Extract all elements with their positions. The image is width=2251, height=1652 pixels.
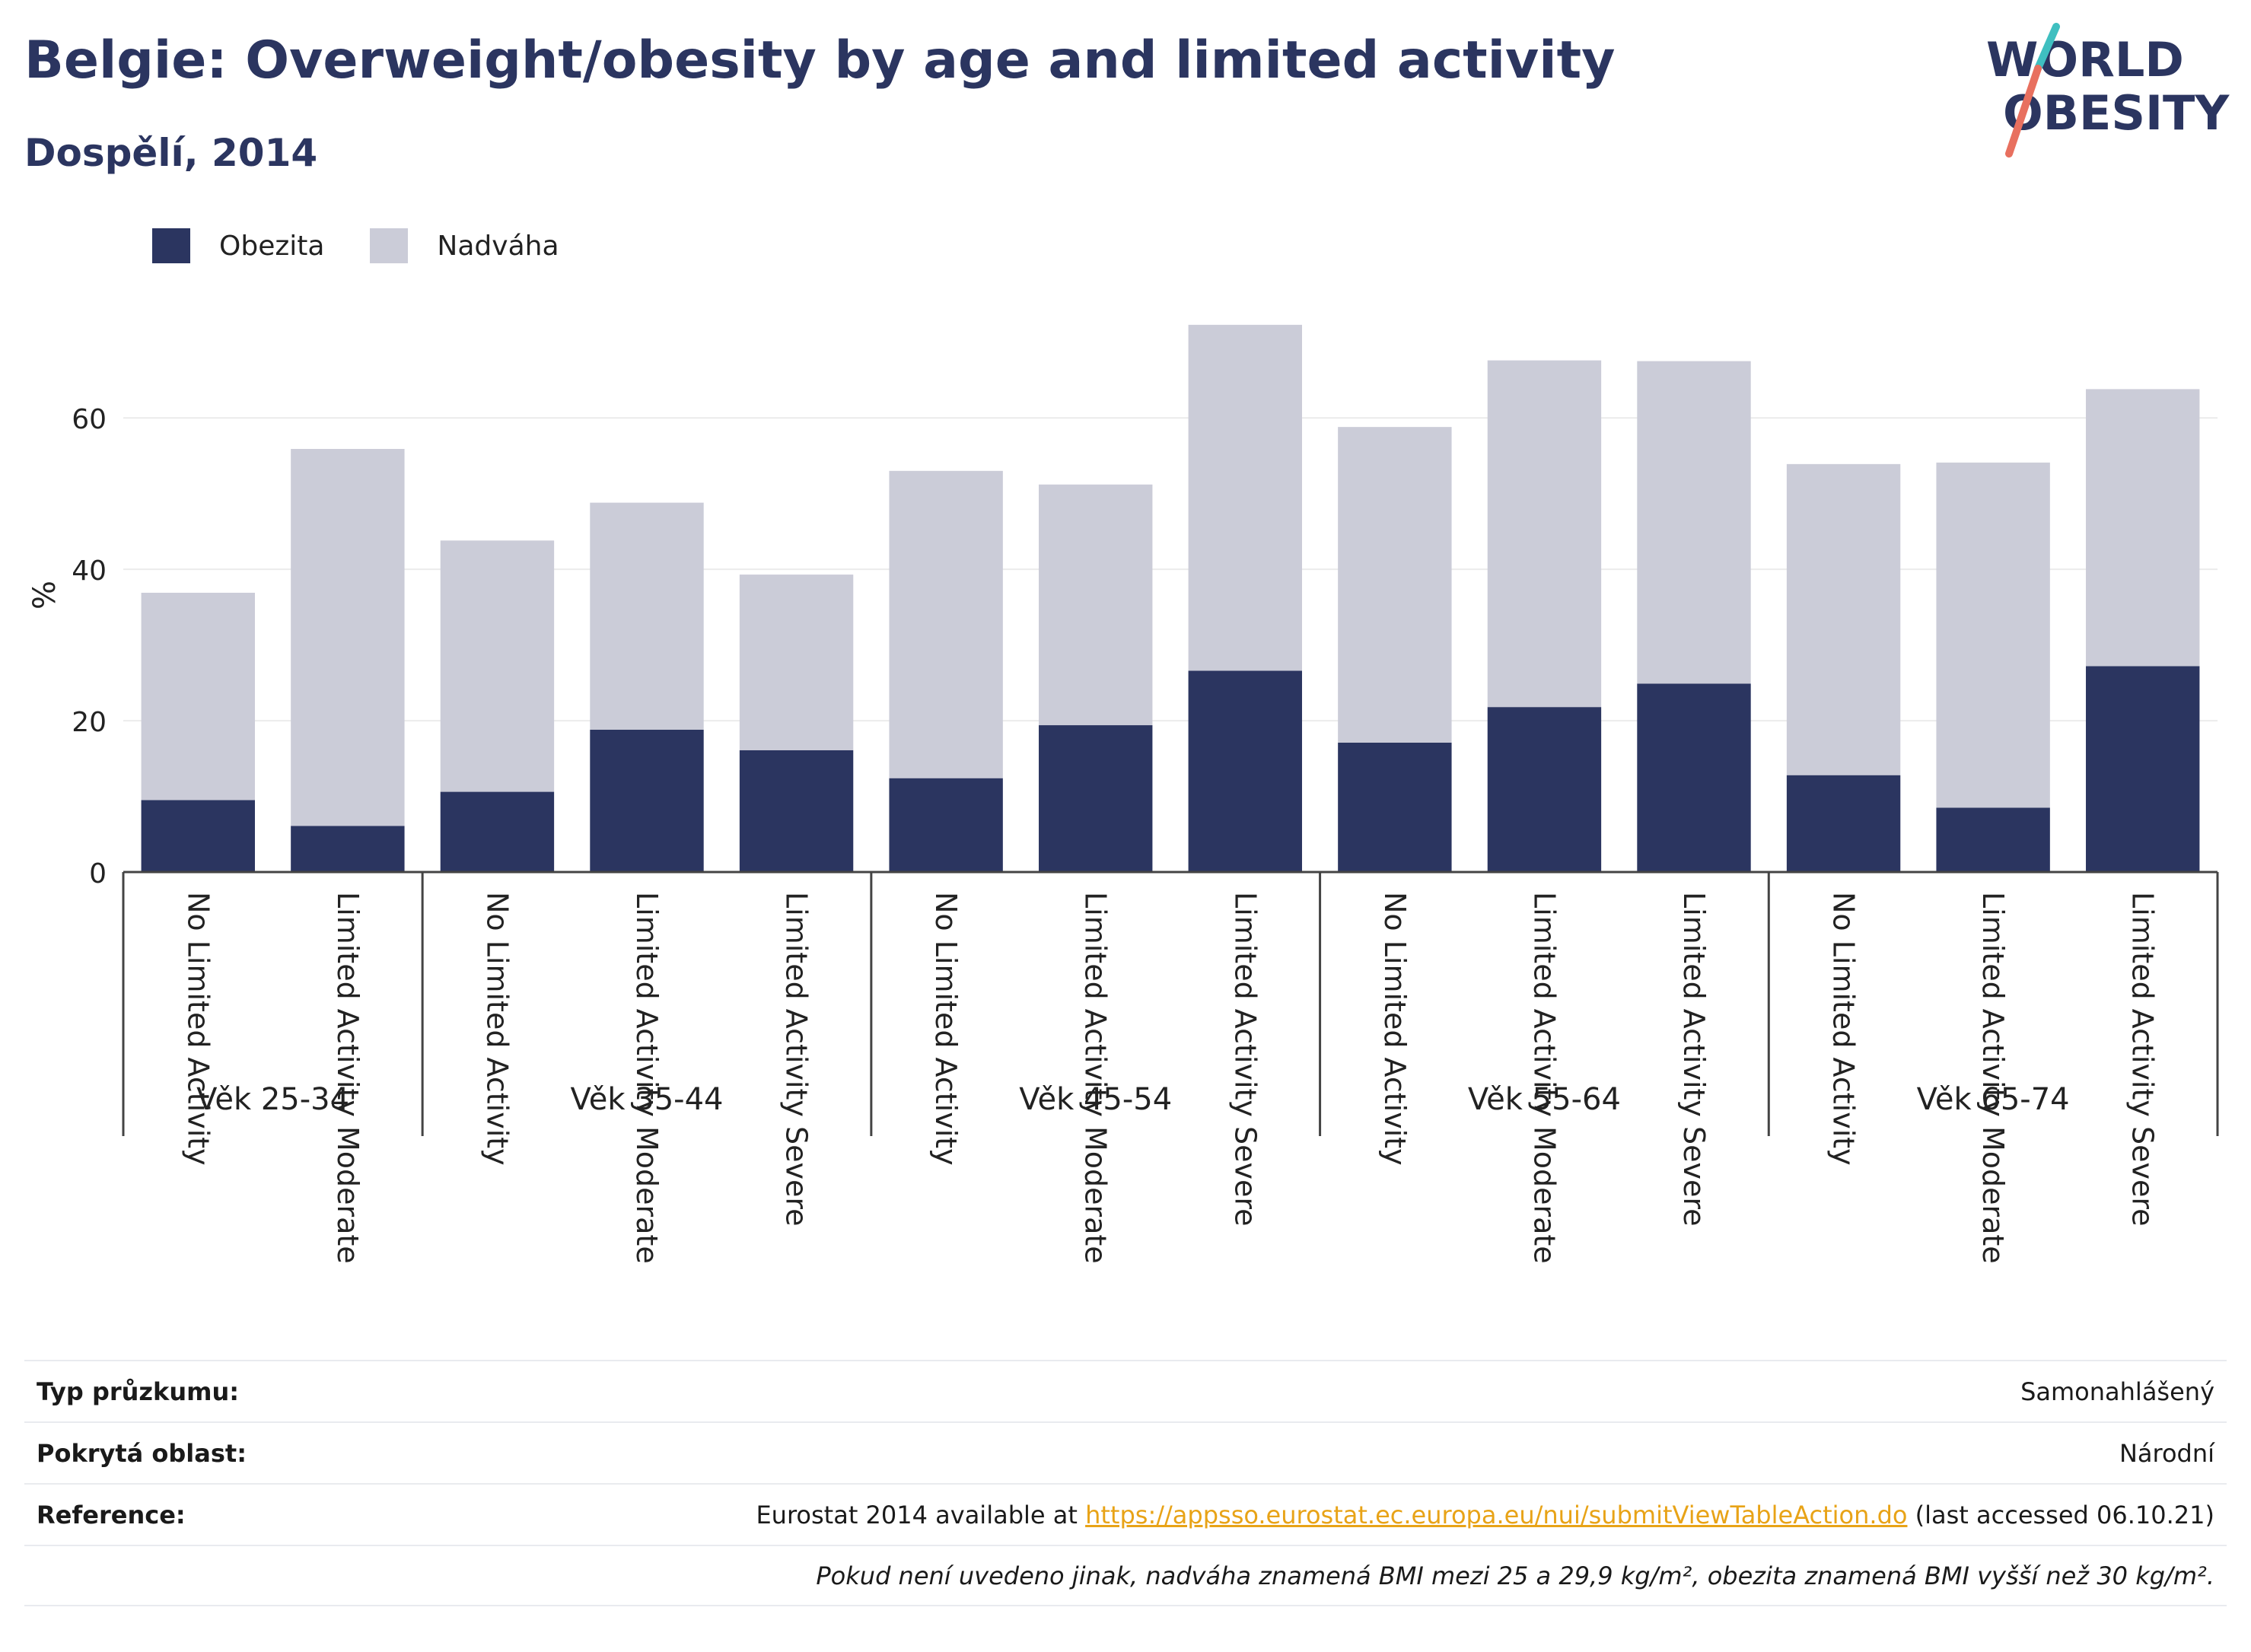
x-group-label: Věk 25-34 [196, 1082, 349, 1117]
chart-legend: Obezita Nadváha [152, 225, 605, 266]
bar-overweight [440, 540, 555, 792]
info-row-survey-type: Typ průzkumu: Samonahlášený [24, 1360, 2227, 1421]
x-category-label: Limited Activity Moderate [630, 892, 664, 1264]
chart-subtitle: Dospělí, 2014 [24, 131, 318, 175]
bar-overweight [141, 592, 255, 801]
bar-obesity [2086, 666, 2200, 872]
legend-item-obesity: Obezita [152, 228, 324, 263]
x-group-label: Věk 65-74 [1917, 1082, 2070, 1117]
coverage-label: Pokrytá oblast: [37, 1438, 247, 1468]
bar-overweight [1338, 427, 1452, 743]
x-category-label: Limited Activity Severe [1677, 892, 1711, 1227]
bar-obesity [889, 778, 1003, 872]
logo-text-obesity: OBESITY [2003, 85, 2230, 141]
bar-overweight [2086, 389, 2200, 667]
reference-value: Eurostat 2014 available at https://appss… [756, 1501, 2214, 1529]
bar-obesity [440, 791, 555, 872]
bar-overweight [1637, 361, 1751, 684]
bar-obesity [1786, 775, 1901, 872]
x-category-label: No Limited Activity [929, 892, 963, 1166]
chart-title: Belgie: Overweight/obesity by age and li… [24, 30, 1616, 91]
bar-obesity [590, 730, 704, 872]
y-axis-label: % [27, 581, 62, 610]
bar-overweight [291, 448, 405, 826]
x-category-label: Limited Activity Moderate [1976, 892, 2010, 1264]
x-category-label: Limited Activity Severe [1228, 892, 1262, 1227]
bar-overweight [1786, 463, 1901, 775]
logo-slash-teal [2034, 23, 2060, 72]
legend-item-overweight: Nadváha [370, 228, 559, 263]
survey-type-value: Samonahlášený [2020, 1377, 2214, 1406]
reference-label: Reference: [37, 1500, 186, 1529]
bar-overweight [1188, 324, 1302, 671]
bar-overweight [739, 575, 854, 750]
bar-overweight [1487, 360, 1602, 708]
x-category-label: Limited Activity Severe [2126, 892, 2160, 1227]
y-tick-label: 60 [72, 404, 107, 435]
reference-link[interactable]: https://appsso.eurostat.ec.europa.eu/nui… [1085, 1500, 1908, 1529]
x-category-label: No Limited Activity [1378, 892, 1412, 1166]
y-tick-label: 0 [89, 858, 107, 890]
legend-label-obesity: Obezita [219, 230, 325, 262]
bar-overweight [1936, 462, 2050, 808]
bar-obesity [1338, 742, 1452, 872]
x-category-label: Limited Activity Moderate [1527, 892, 1561, 1264]
bar-obesity [1637, 683, 1751, 872]
bar-overweight [1039, 484, 1153, 726]
bar-overweight [889, 470, 1003, 778]
world-obesity-logo: WORLD OBESITY [1986, 23, 2230, 158]
reference-prefix: Eurostat 2014 available at [756, 1500, 1086, 1529]
x-category-label: No Limited Activity [480, 892, 514, 1166]
legend-swatch-overweight [370, 228, 409, 263]
info-row-footnote: Pokud není uvedeno jinak, nadváha znamen… [24, 1545, 2227, 1606]
bar-obesity [739, 750, 854, 872]
logo-slash-red [2005, 65, 2042, 158]
bar-chart: 0 20 40 60% No Limited Activity Limited Activ… [27, 324, 2219, 1264]
bar-obesity [1188, 670, 1302, 872]
coverage-value: Národní [2119, 1438, 2214, 1468]
legend-label-overweight: Nadváha [437, 230, 559, 262]
x-group-label: Věk 55-64 [1468, 1082, 1621, 1117]
footnote: Pokud není uvedeno jinak, nadváha znamen… [816, 1561, 2214, 1590]
x-group-label: Věk 45-54 [1019, 1082, 1172, 1117]
x-category-label: Limited Activity Moderate [331, 892, 365, 1264]
bar-obesity [291, 826, 405, 872]
bar-obesity [1936, 807, 2050, 872]
bar-overweight [590, 502, 704, 731]
reference-suffix: (last accessed 06.10.21) [1907, 1500, 2214, 1529]
x-category-label: Limited Activity Severe [780, 892, 813, 1227]
survey-type-label: Typ průzkumu: [37, 1377, 240, 1406]
x-group-label: Věk 35-44 [571, 1082, 724, 1117]
bar-obesity [1487, 707, 1602, 872]
info-row-coverage: Pokrytá oblast: Národní [24, 1421, 2227, 1483]
y-tick-label: 40 [72, 555, 107, 587]
x-category-label: No Limited Activity [181, 892, 215, 1166]
x-category-label: Limited Activity Moderate [1079, 892, 1113, 1264]
y-tick-label: 20 [72, 707, 107, 738]
info-row-reference: Reference: Eurostat 2014 available at ht… [24, 1483, 2227, 1545]
legend-swatch-obesity [152, 228, 190, 263]
bar-obesity [1039, 725, 1153, 872]
info-table: Typ průzkumu: Samonahlášený Pokrytá obla… [24, 1360, 2227, 1606]
bar-obesity [141, 800, 255, 872]
logo-text-world: WORLD [1986, 32, 2184, 88]
x-category-label: No Limited Activity [1827, 892, 1861, 1166]
